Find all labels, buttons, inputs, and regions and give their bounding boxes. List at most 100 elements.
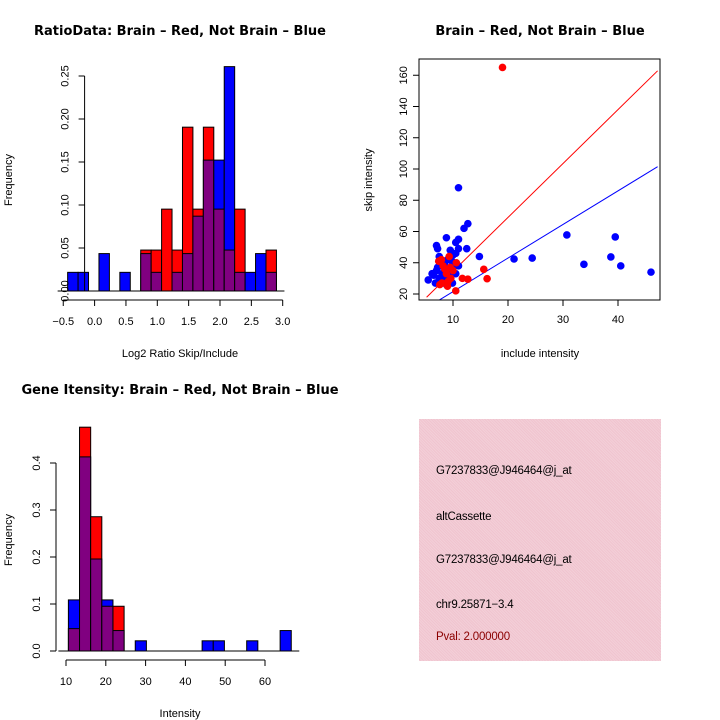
bar-overlap <box>79 456 92 652</box>
scatter-frame <box>418 58 661 301</box>
y-tick-label: 160 <box>398 66 410 84</box>
probe-id-label: G7237833@J946464@j_at <box>436 465 572 477</box>
ratio-hist-title: RatioData: Brain – Red, Not Brain – Blue <box>34 24 326 39</box>
y-tick-label: 0.2 <box>31 549 43 564</box>
bar-overlap <box>234 271 246 292</box>
bar-not-brain <box>244 271 257 292</box>
bar-overlap <box>101 605 114 652</box>
scatter-point-not-brain <box>647 268 655 276</box>
bar-overlap <box>112 630 125 652</box>
bar-not-brain <box>255 253 267 292</box>
scatter-point-not-brain <box>433 244 442 253</box>
x-tick-label: 1.5 <box>181 316 196 328</box>
bar-overlap <box>171 271 183 292</box>
bar-overlap <box>223 249 236 292</box>
scatter-point-not-brain <box>424 276 433 284</box>
y-tick-label: 0.3 <box>31 502 43 517</box>
scatter-point-brain <box>449 266 457 275</box>
x-tick-label: −0.5 <box>52 316 74 328</box>
ratio-hist-axes: −0.5 0.0 0.5 1.0 1.5 2.0 2.5 3.0 0.00 0.05 0.10 0.1… <box>52 65 290 328</box>
x-tick-label: 0.5 <box>118 316 133 328</box>
scatter-title: Brain – Red, Not Brain – Blue <box>435 24 644 39</box>
y-tick-label: 20 <box>398 288 410 300</box>
fit-line-not-brain-fit <box>438 166 658 300</box>
scatter-plot-area <box>424 63 658 300</box>
bar-not-brain <box>77 271 90 292</box>
x-tick-label: 40 <box>179 676 191 688</box>
bar-overlap <box>181 253 194 292</box>
scatter-point-brain <box>480 265 488 274</box>
scatter-xlabel: include intensity <box>501 348 580 360</box>
scatter-point-not-brain <box>451 238 460 247</box>
bar-overlap <box>192 215 204 292</box>
bar-not-brain <box>246 640 259 652</box>
bar-overlap <box>150 271 163 292</box>
gene-hist-bars <box>67 426 292 652</box>
x-tick-label: 40 <box>612 314 624 326</box>
bar-not-brain <box>134 640 147 652</box>
scatter-axes: 10 20 30 40 20 40 60 80 100 120 140 160 <box>398 58 661 326</box>
y-tick-label: 100 <box>398 160 410 178</box>
intensity-scatter-panel: Brain – Red, Not Brain – Blue include in… <box>363 24 661 360</box>
gene-intensity-histogram-panel: Gene Itensity: Brain – Red, Not Brain – … <box>3 383 339 720</box>
gene-hist-ylabel: Frequency <box>3 514 15 566</box>
scatter-point-brain <box>498 63 507 72</box>
y-tick-label: 0.1 <box>31 596 43 611</box>
bar-overlap <box>140 253 152 292</box>
bar-not-brain <box>201 640 214 652</box>
bar-overlap <box>67 628 81 652</box>
scatter-point-not-brain <box>580 260 588 269</box>
y-tick-label: 0.05 <box>60 237 72 258</box>
y-tick-label: 0.20 <box>60 108 72 129</box>
scatter-point-not-brain <box>462 244 471 253</box>
scatter-point-brain <box>445 252 453 261</box>
y-tick-label: 80 <box>398 194 410 206</box>
bar-not-brain <box>212 640 225 652</box>
scatter-point-brain <box>437 255 446 264</box>
y-tick-label: 60 <box>398 225 410 237</box>
scatter-point-not-brain <box>528 254 536 262</box>
scatter-point-brain <box>442 269 451 278</box>
y-tick-label: 0.00 <box>60 280 72 301</box>
scatter-point-not-brain <box>611 233 620 241</box>
gene-hist-xlabel: Intensity <box>160 708 201 720</box>
x-tick-label: 30 <box>557 314 569 326</box>
scatter-point-not-brain <box>454 183 463 192</box>
ratio-hist-xlabel: Log2 Ratio Skip/Include <box>122 348 238 360</box>
scatter-point-not-brain <box>464 219 472 228</box>
gene-hist-axes: 10 20 30 40 50 60 0.0 0.1 0.2 0.3 0.4 <box>31 455 300 688</box>
info-panel: G7237833@J946464@j_at altCassette G72378… <box>419 419 661 661</box>
x-tick-label: 30 <box>139 676 151 688</box>
y-tick-label: 0.4 <box>31 455 43 470</box>
x-tick-label: 50 <box>219 676 231 688</box>
scatter-point-brain <box>451 287 460 295</box>
bar-brain <box>161 208 173 292</box>
scatter-point-not-brain <box>428 269 436 278</box>
x-tick-label: 10 <box>60 676 72 688</box>
y-tick-label: 0.10 <box>60 194 72 215</box>
event-type-label: altCassette <box>436 511 492 523</box>
scatter-point-not-brain <box>616 262 625 270</box>
x-tick-label: 3.0 <box>275 316 290 328</box>
bar-not-brain <box>98 253 110 292</box>
pval-label: Pval: 2.000000 <box>436 631 510 643</box>
ratio-hist-ylabel: Frequency <box>3 154 15 206</box>
y-tick-label: 0.25 <box>60 65 72 86</box>
x-tick-label: 60 <box>259 676 271 688</box>
y-tick-label: 0.15 <box>60 151 72 172</box>
y-tick-label: 0.0 <box>31 643 43 658</box>
scatter-point-brain <box>436 280 444 289</box>
gene-hist-title: Gene Itensity: Brain – Red, Not Brain – … <box>21 383 338 398</box>
y-tick-label: 40 <box>398 257 410 269</box>
scatter-point-not-brain <box>607 253 615 261</box>
bar-overlap <box>265 271 277 292</box>
fit-line-brain-fit <box>426 70 658 298</box>
bar-not-brain <box>279 630 292 652</box>
scatter-inner <box>424 63 658 300</box>
x-tick-label: 2.5 <box>244 316 259 328</box>
y-tick-label: 120 <box>398 129 410 147</box>
chromosome-location-label: chr9.25871−3.4 <box>436 599 514 611</box>
bar-overlap <box>90 558 103 652</box>
y-tick-label: 140 <box>398 97 410 115</box>
